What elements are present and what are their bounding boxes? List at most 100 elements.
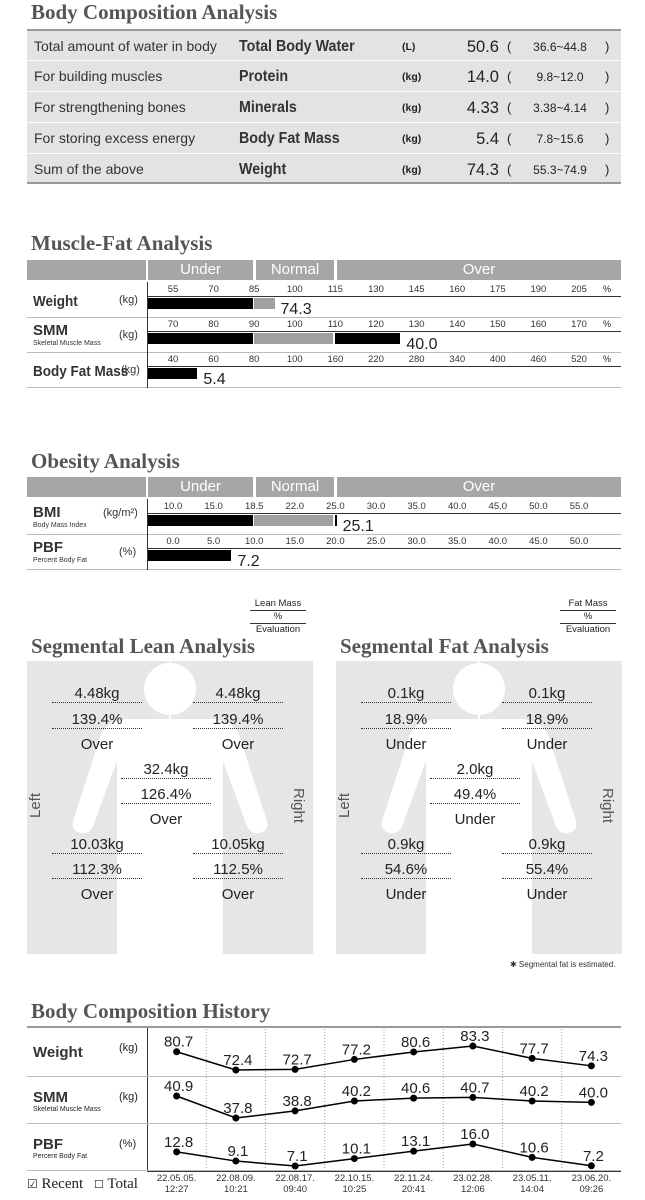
gauge-unit: (kg/m²) — [103, 507, 138, 519]
obesity-title: Obesity Analysis — [31, 449, 180, 473]
body-composition-row: Total amount of water in body Total Body … — [27, 29, 621, 60]
history-point — [469, 1140, 477, 1148]
gauge-scale: 40 60 80 100 160 220 280 340 400 460 520% 5.4 — [147, 352, 621, 388]
gauge-tick-label: 120 — [368, 319, 384, 330]
history-value-label: 37.8 — [223, 1100, 252, 1117]
history-point — [173, 1092, 181, 1100]
gauge-tick-label: 10.0 — [244, 536, 264, 547]
history-time: 12:27 — [164, 1184, 189, 1195]
history-value-label: 83.3 — [460, 1028, 489, 1045]
gauge-tick-label: 90 — [248, 319, 260, 330]
fat-legend-eval: Evaluation — [565, 624, 611, 635]
history-recent-option[interactable]: ☑ Recent — [27, 1176, 83, 1193]
history-date-label: 23.06.20. 09:26 — [572, 1173, 612, 1195]
gauge-tick-label: 160 — [449, 284, 466, 295]
row-range-close: ) — [605, 131, 610, 146]
gauge-bar-under — [148, 298, 253, 309]
history-point — [587, 1162, 595, 1170]
row-name: Minerals — [239, 99, 297, 116]
history-total-option[interactable]: ☐ Total — [94, 1176, 138, 1193]
gauge-axis — [148, 366, 621, 367]
history-time: 09:40 — [283, 1184, 308, 1195]
history-date-label: 23.02.28. 12:06 — [453, 1173, 493, 1195]
muscle-fat-gauge-row: Body Fat Mass (kg) 40 60 80 100 160 220 280 340 40… — [27, 352, 621, 388]
fat-left-leg-mass: 0.9kg — [361, 836, 451, 854]
gauge-tick-label: 25.0 — [326, 501, 345, 512]
history-date: 22.10.15. — [334, 1173, 375, 1184]
gauge-tick-label: 145 — [408, 284, 425, 295]
obesity-band-under: Under — [148, 477, 253, 497]
muscle-fat-band-over: Over — [337, 260, 621, 280]
fat-left-label: Left — [336, 792, 354, 819]
gauge-tick-label: 205 — [571, 284, 587, 295]
gauge-tick-label: 80 — [208, 319, 219, 330]
history-date-label: 23.05.11. 14:04 — [513, 1173, 552, 1195]
history-point — [587, 1098, 595, 1106]
fat-trunk-mass: 2.0kg — [430, 761, 520, 779]
gauge-tick-label: 115 — [327, 284, 343, 295]
history-value-label: 40.9 — [164, 1078, 193, 1095]
gauge-label: PBF — [33, 539, 63, 556]
history-value-label: 38.8 — [283, 1093, 312, 1110]
lean-left-leg-eval: Over — [80, 886, 114, 903]
history-sublabel: Skeletal Muscle Mass — [33, 1106, 101, 1113]
row-name: Weight — [239, 161, 287, 178]
muscle-fat-band-normal: Normal — [256, 260, 334, 280]
gauge-bar-normal — [254, 515, 333, 526]
row-range-close: ) — [605, 69, 610, 84]
history-point — [291, 1162, 299, 1170]
history-value-label: 40.7 — [460, 1079, 489, 1096]
gauge-tick-label: 190 — [530, 284, 547, 295]
gauge-tick-label: 50.0 — [569, 536, 589, 547]
total-label: Total — [107, 1176, 138, 1192]
history-point — [469, 1093, 477, 1101]
history-point — [291, 1107, 299, 1115]
row-range-open: ( — [507, 100, 512, 115]
gauge-percent-symbol: % — [603, 319, 612, 329]
history-point — [291, 1065, 299, 1073]
row-range-close: ) — [605, 100, 610, 115]
gauge-tick-label: 15.0 — [204, 501, 223, 512]
gauge-value: 5.4 — [203, 371, 226, 388]
history-value-label: 74.3 — [579, 1048, 608, 1065]
gauge-tick-label: 55.0 — [569, 501, 589, 512]
history-value-label: 9.1 — [227, 1143, 248, 1160]
gauge-scale: 0.0 5.0 10.0 15.0 20.0 25.0 30.0 35.0 40.0 45.0 50… — [147, 534, 621, 570]
row-unit: (kg) — [402, 71, 422, 83]
lean-left-leg-pct: 112.3% — [52, 861, 142, 879]
history-point — [173, 1048, 181, 1056]
recent-checkbox-icon[interactable]: ☑ — [27, 1177, 38, 1191]
row-unit: (kg) — [402, 164, 422, 176]
row-range: 36.6~44.8 — [533, 40, 587, 54]
gauge-value: 25.1 — [342, 518, 374, 535]
row-name: Protein — [239, 68, 289, 85]
history-date-label: 22.10.15. 10:25 — [335, 1173, 375, 1195]
history-label: Weight — [33, 1044, 83, 1061]
history-date-label: 22.08.17. 09:40 — [275, 1173, 315, 1195]
gauge-tick-label: 50.0 — [529, 501, 548, 512]
history-point — [410, 1147, 418, 1155]
history-date: 22.05.05. — [156, 1173, 197, 1184]
history-title: Body Composition History — [31, 999, 271, 1023]
history-sublabel: Percent Body Fat — [33, 1153, 88, 1160]
history-value-label: 40.2 — [342, 1083, 371, 1100]
segmental-fat-title: Segmental Fat Analysis — [340, 634, 549, 658]
gauge-percent-symbol: % — [603, 284, 612, 294]
row-range: 7.8~15.6 — [536, 132, 584, 146]
row-unit: (kg) — [402, 133, 422, 145]
lean-left-label: Left — [27, 792, 45, 819]
history-value-label: 40.6 — [401, 1080, 430, 1097]
lean-right-leg-mass: 10.05kg — [193, 836, 283, 854]
history-date-label: 22.08.09. 10:21 — [216, 1173, 256, 1195]
gauge-tick-label: 170 — [571, 319, 587, 330]
gauge-tick-label: 40.0 — [447, 501, 467, 512]
history-point — [410, 1048, 418, 1056]
gauge-tick-label: 85 — [248, 284, 260, 295]
total-checkbox-icon[interactable]: ☐ — [94, 1179, 104, 1191]
fat-legend-mass: Fat Mass — [560, 598, 616, 611]
gauge-scale: 10.0 15.0 18.5 22.0 25.0 30.0 35.0 40.0 45.0 50.0… — [147, 499, 621, 535]
lean-trunk-pct: 126.4% — [121, 786, 211, 804]
lean-left-leg-mass: 10.03kg — [52, 836, 142, 854]
history-date: 22.11.24. — [394, 1173, 434, 1184]
row-range: 9.8~12.0 — [536, 70, 584, 84]
